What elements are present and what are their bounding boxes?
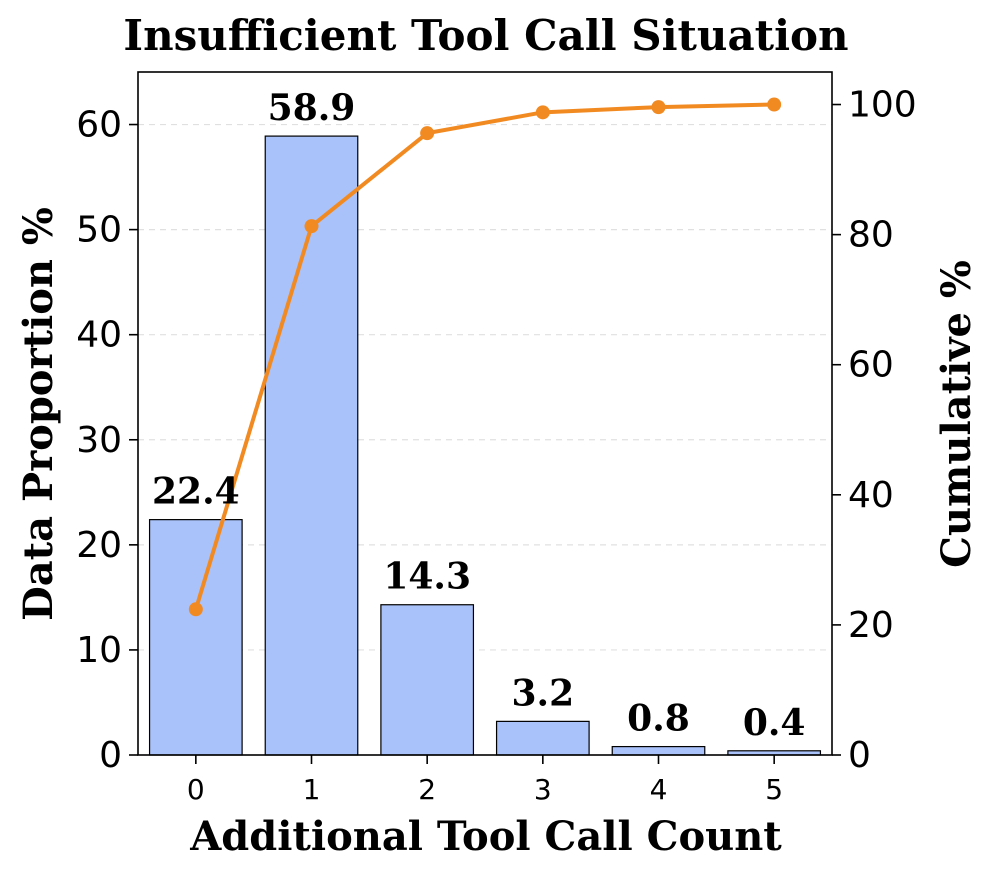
data-label-4: 0.8 — [627, 698, 690, 740]
cumulative-point-2 — [420, 126, 435, 141]
data-label-1: 58.9 — [268, 87, 356, 129]
y2-tick-label: 80 — [848, 215, 894, 256]
y-tick-label: 50 — [76, 210, 122, 251]
line-layer — [188, 97, 782, 617]
bar-3 — [495, 720, 590, 756]
plot-frame — [137, 71, 833, 756]
y2-tick-label: 60 — [848, 345, 894, 386]
data-label-0: 22.4 — [152, 471, 240, 513]
y-tick-label: 10 — [76, 630, 122, 671]
bar-0 — [148, 519, 243, 756]
y-tick-label: 40 — [76, 315, 122, 356]
bars-layer — [148, 135, 822, 756]
y2-tick-label: 0 — [848, 735, 871, 776]
bar-1 — [264, 135, 359, 756]
y-axis-label: Data Proportion % — [15, 207, 62, 621]
bar-4 — [611, 745, 706, 756]
data-label-5: 0.4 — [743, 702, 806, 744]
x-tick-label-2: 2 — [418, 773, 436, 806]
x-tick-label-3: 3 — [534, 773, 552, 806]
data-label-3: 3.2 — [512, 672, 575, 714]
data-label-2: 14.3 — [383, 556, 471, 598]
cumulative-point-0 — [188, 602, 203, 617]
cumulative-point-4 — [651, 100, 666, 115]
x-tick-label-0: 0 — [187, 773, 205, 806]
y2-axis-label: Cumulative % — [933, 260, 980, 568]
y2-tick-label: 100 — [848, 85, 917, 126]
cumulative-point-3 — [535, 105, 550, 120]
axes-layer: 0 10 20 30 40 50 60 0 20 40 60 80 100 0 1 2 3 4 5 — [76, 71, 917, 806]
y-tick-label: 20 — [76, 525, 122, 566]
y2-tick-label: 40 — [848, 475, 894, 516]
x-axis-label: Additional Tool Call Count — [189, 813, 782, 860]
y-tick-label: 0 — [99, 735, 122, 776]
cumulative-point-1 — [304, 219, 319, 234]
x-tick-label-1: 1 — [303, 773, 321, 806]
cumulative-line — [193, 102, 775, 610]
chart-title: Insufficient Tool Call Situation — [123, 11, 848, 60]
x-tick-label-4: 4 — [650, 773, 668, 806]
labels-layer: 22.4 58.9 14.3 3.2 0.8 0.4 — [152, 87, 805, 744]
x-tick-label-5: 5 — [765, 773, 783, 806]
y2-tick-label: 20 — [848, 605, 894, 646]
bar-2 — [380, 604, 475, 756]
cumulative-point-5 — [767, 97, 782, 112]
y-tick-label: 30 — [76, 420, 122, 461]
y-tick-label: 60 — [76, 105, 122, 146]
